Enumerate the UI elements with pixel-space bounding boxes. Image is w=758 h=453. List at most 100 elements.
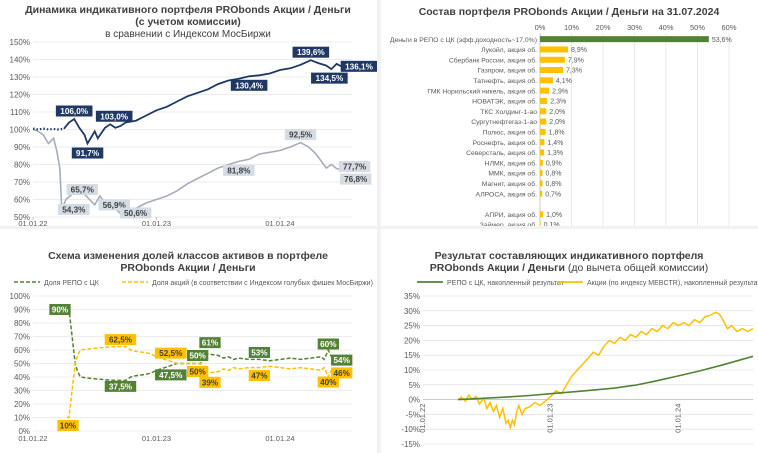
chart1-data-label: 91,7% [76, 149, 100, 158]
chart4-ytick: 20% [404, 336, 420, 345]
component-result-panel: Результат составляющих индикативного пор… [381, 229, 758, 453]
chart2-bar [540, 77, 553, 84]
chart4-title2-rest: (до вычета общей комиссии) [565, 262, 708, 274]
chart3-legend-stocks: Доля акций (в соответствии с Индексом го… [152, 279, 373, 287]
chart2-category-label: АПРИ, акция об. [485, 211, 537, 219]
chart1-ytick: 150% [10, 38, 30, 47]
chart4-ytick: -10% [401, 425, 420, 434]
chart2-value-label: 0,8% [546, 171, 562, 178]
chart1-data-label-box [339, 173, 372, 185]
chart1-portfolio-line [63, 59, 347, 146]
chart4-xtick: 01.01.23 [546, 404, 555, 433]
chart4-title2-bold: PRObonds Акции / Деньги [430, 262, 565, 274]
chart3-ytick: 40% [14, 373, 30, 382]
chart1-data-label: 56,9% [103, 201, 127, 210]
chart3-legend-repo: Доля РЕПО с ЦК [44, 280, 100, 287]
chart2-xtick: 20% [595, 23, 610, 32]
chart3-ytick: 10% [14, 414, 30, 423]
chart1-data-label-box [66, 184, 99, 196]
chart3-data-label-box [186, 350, 209, 361]
chart1-ytick: 120% [10, 91, 30, 100]
chart2-category-label: НЛМК, акция об. [485, 159, 537, 167]
chart2-bar [540, 128, 546, 135]
chart3-title1: Схема изменения долей классов активов в … [48, 250, 328, 262]
chart3-ytick: 100% [10, 292, 30, 301]
chart3-data-label: 90% [52, 306, 69, 315]
chart3-ytick: 60% [14, 346, 30, 355]
chart3-data-label: 40% [320, 378, 337, 387]
chart2-category-label: ТКС Холдинг-1-ао [480, 109, 537, 116]
chart3-data-label-box [248, 370, 271, 382]
chart3-ytick: 80% [14, 319, 30, 328]
chart2-value-label: 7,9% [568, 57, 584, 64]
chart2-category-label: НОВАТЭК, акция об. [472, 98, 537, 106]
chart2-bar [540, 97, 548, 104]
chart1-data-label-box [230, 79, 268, 91]
chart3-data-label: 37,5% [109, 382, 133, 391]
chart3-ytick: 30% [14, 387, 30, 396]
chart2-category-label: Деньги в РЕПО с ЦК (эфф.доходность~17,0%… [390, 37, 537, 44]
chart4-ytick: 10% [404, 366, 420, 375]
chart1-ytick: 100% [10, 126, 30, 135]
chart1-xtick: 01.01.22 [18, 219, 47, 226]
chart1-ytick: 130% [10, 73, 30, 82]
chart1-ytick: 110% [10, 108, 30, 117]
chart1-data-label-box [98, 199, 130, 211]
chart1-xtick: 01.01.23 [142, 219, 171, 226]
chart3-data-label-box [57, 420, 79, 431]
chart3-data-label-box [331, 354, 353, 366]
chart2-category-label: Татнефть, акция об. [473, 77, 537, 85]
chart2-category-label: Сургутнефтегаз-1-ао [471, 119, 537, 126]
chart2-bar [540, 211, 544, 218]
chart3-data-label: 50% [189, 368, 206, 377]
chart2-bar [540, 87, 550, 94]
chart2-category-label: АЛРОСА, акция об. [476, 190, 538, 198]
chart3-data-label-box [317, 338, 339, 350]
chart3-ytick: 50% [14, 360, 30, 369]
chart4-ytick: 5% [408, 381, 420, 390]
chart3-data-label-box [199, 376, 221, 388]
chart1-data-label-box [311, 72, 348, 84]
chart3-xtick: 01.01.22 [18, 434, 47, 443]
chart2-bar [540, 190, 543, 197]
chart2-bar [540, 108, 547, 115]
chart3-ytick: 90% [14, 306, 30, 315]
chart1-data-label-box [338, 161, 371, 173]
chart2-xtick: 50% [690, 23, 705, 32]
chart3-data-label: 50% [189, 352, 206, 361]
chart1-data-label-box [292, 46, 330, 58]
component-result-chart: Результат составляющих индикативного пор… [401, 250, 758, 449]
chart2-value-label: 1,4% [547, 140, 563, 147]
chart1-subtitle1: (с учетом комиссии) [135, 16, 241, 28]
chart3-data-label: 46% [334, 369, 351, 378]
chart2-value-label: 0,7% [545, 191, 561, 198]
chart2-category-label: Полюс, акция об. [483, 128, 537, 136]
chart2-value-label: 2,3% [550, 99, 566, 106]
chart2-value-label: 0,8% [546, 181, 562, 188]
portfolio-dynamics-panel: Динамика индикативного портфеля PRObonds… [0, 0, 377, 226]
chart3-data-label-box [104, 380, 137, 392]
chart2-bar [540, 118, 547, 125]
chart3-data-label: 52,5% [159, 349, 183, 358]
chart4-legend-stocks: Акции (по индексу MEBCTR), накопленный р… [587, 279, 758, 287]
chart1-data-label-box [95, 110, 133, 122]
chart3-data-label: 54% [334, 356, 351, 365]
chart1-ytick: 90% [14, 143, 30, 152]
chart4-repo-line [458, 355, 754, 401]
chart1-data-label: 130,4% [235, 81, 263, 90]
chart4-stocks-line [457, 311, 754, 431]
chart1-data-label-box [223, 164, 255, 176]
chart2-value-label: 8,9% [571, 47, 587, 54]
chart1-ytick: 80% [14, 161, 30, 170]
chart1-data-label: 54,3% [62, 205, 86, 214]
chart2-bar [540, 170, 543, 177]
asset-share-chart: Схема изменения долей классов активов в … [10, 250, 373, 443]
chart3-data-label: 61% [202, 339, 219, 348]
chart2-bar [540, 46, 569, 53]
chart2-value-label: 53,6% [712, 37, 732, 44]
chart2-value-label: 2,9% [552, 88, 568, 95]
chart2-value-label: 1,3% [547, 150, 563, 157]
chart1-subtitle2: в сравнении с Индексом МосБиржи [105, 29, 271, 40]
chart2-xtick: 40% [658, 23, 673, 32]
chart3-data-label: 60% [320, 340, 337, 349]
